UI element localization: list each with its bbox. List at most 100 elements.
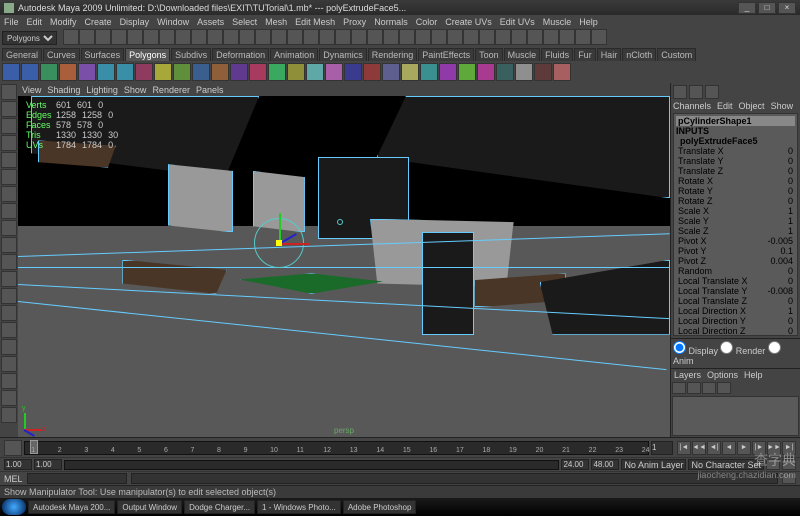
shelf-button[interactable] bbox=[439, 63, 457, 81]
menu-create-uvs[interactable]: Create UVs bbox=[445, 17, 492, 27]
layer-btn[interactable] bbox=[687, 382, 701, 394]
script-editor-button[interactable] bbox=[782, 473, 796, 484]
shelf-tab-hair[interactable]: Hair bbox=[597, 48, 622, 61]
vp-menu-renderer[interactable]: Renderer bbox=[152, 85, 190, 95]
close-button[interactable]: × bbox=[778, 2, 796, 14]
channel-menu-show[interactable]: Show bbox=[771, 101, 794, 111]
prev-key-button[interactable]: ◄| bbox=[707, 441, 721, 455]
menu-normals[interactable]: Normals bbox=[374, 17, 408, 27]
shelf-tab-fur[interactable]: Fur bbox=[574, 48, 596, 61]
module-dropdown[interactable]: Polygons bbox=[2, 31, 57, 45]
tool-button[interactable] bbox=[287, 29, 303, 45]
shelf-button[interactable] bbox=[211, 63, 229, 81]
layer-menu-help[interactable]: Help bbox=[744, 370, 763, 380]
menu-window[interactable]: Window bbox=[157, 17, 189, 27]
shelf-button[interactable] bbox=[173, 63, 191, 81]
layer-menu-layers[interactable]: Layers bbox=[674, 370, 701, 380]
attr-row[interactable]: Rotate X0 bbox=[676, 176, 795, 186]
shelf-button[interactable] bbox=[344, 63, 362, 81]
node-name[interactable]: polyExtrudeFace5 bbox=[676, 136, 795, 146]
shelf-tab-rendering[interactable]: Rendering bbox=[368, 48, 418, 61]
menu-help[interactable]: Help bbox=[579, 17, 598, 27]
shelf-tab-fluids[interactable]: Fluids bbox=[541, 48, 573, 61]
tool-button[interactable] bbox=[415, 29, 431, 45]
vp-menu-view[interactable]: View bbox=[22, 85, 41, 95]
toolbox-button[interactable] bbox=[1, 186, 17, 202]
channel-menu-edit[interactable]: Edit bbox=[717, 101, 733, 111]
toolbox-button[interactable] bbox=[1, 339, 17, 355]
menu-edit-uvs[interactable]: Edit UVs bbox=[500, 17, 535, 27]
range-end-out[interactable] bbox=[591, 459, 619, 470]
vp-menu-show[interactable]: Show bbox=[124, 85, 147, 95]
shelf-button[interactable] bbox=[287, 63, 305, 81]
tool-button[interactable] bbox=[79, 29, 95, 45]
taskbar-item[interactable]: Dodge Charger... bbox=[184, 500, 255, 514]
shelf-button[interactable] bbox=[116, 63, 134, 81]
play-back-button[interactable]: ◄ bbox=[722, 441, 736, 455]
toolbox-button[interactable] bbox=[1, 237, 17, 253]
attr-row[interactable]: Local Translate Z0 bbox=[676, 296, 795, 306]
attr-row[interactable]: Random0 bbox=[676, 266, 795, 276]
tool-button[interactable] bbox=[351, 29, 367, 45]
menu-assets[interactable]: Assets bbox=[197, 17, 224, 27]
shelf-tab-general[interactable]: General bbox=[2, 48, 42, 61]
attr-row[interactable]: Local Direction Z0 bbox=[676, 326, 795, 336]
current-frame-field[interactable] bbox=[651, 441, 673, 455]
attr-row[interactable]: Scale Y1 bbox=[676, 216, 795, 226]
shelf-tab-ncloth[interactable]: nCloth bbox=[622, 48, 656, 61]
tool-button[interactable] bbox=[511, 29, 527, 45]
play-button[interactable]: ► bbox=[737, 441, 751, 455]
channel-menu-object[interactable]: Object bbox=[739, 101, 765, 111]
toolbox-button[interactable] bbox=[1, 101, 17, 117]
axis-x[interactable] bbox=[279, 243, 309, 245]
toolbox-button[interactable] bbox=[1, 373, 17, 389]
step-back-button[interactable]: ◄◄ bbox=[692, 441, 706, 455]
tool-button[interactable] bbox=[383, 29, 399, 45]
time-slider[interactable]: 123456789101112131415161718192021222324 … bbox=[0, 437, 800, 457]
display-radio-display[interactable]: Display bbox=[673, 346, 718, 356]
step-fwd-button[interactable]: ►► bbox=[767, 441, 781, 455]
minimize-button[interactable]: _ bbox=[738, 2, 756, 14]
tool-button[interactable] bbox=[479, 29, 495, 45]
attr-row[interactable]: Rotate Y0 bbox=[676, 186, 795, 196]
tool-button[interactable] bbox=[335, 29, 351, 45]
tool-button[interactable] bbox=[575, 29, 591, 45]
tool-button[interactable] bbox=[95, 29, 111, 45]
shelf-tab-subdivs[interactable]: Subdivs bbox=[171, 48, 211, 61]
layer-btn[interactable] bbox=[702, 382, 716, 394]
vp-menu-lighting[interactable]: Lighting bbox=[86, 85, 118, 95]
shelf-button[interactable] bbox=[363, 63, 381, 81]
shelf-button[interactable] bbox=[59, 63, 77, 81]
attr-row[interactable]: Rotate Z0 bbox=[676, 196, 795, 206]
shelf-button[interactable] bbox=[78, 63, 96, 81]
shelf-tab-dynamics[interactable]: Dynamics bbox=[319, 48, 367, 61]
shelf-button[interactable] bbox=[420, 63, 438, 81]
taskbar-item[interactable]: Output Window bbox=[117, 500, 182, 514]
attr-row[interactable]: Local Direction X1 bbox=[676, 306, 795, 316]
shelf-button[interactable] bbox=[249, 63, 267, 81]
tool-button[interactable] bbox=[543, 29, 559, 45]
attr-row[interactable]: Pivot Y0.1 bbox=[676, 246, 795, 256]
shelf-button[interactable] bbox=[97, 63, 115, 81]
menu-edit-mesh[interactable]: Edit Mesh bbox=[295, 17, 335, 27]
menu-create[interactable]: Create bbox=[85, 17, 112, 27]
menu-modify[interactable]: Modify bbox=[50, 17, 77, 27]
toolbox-button[interactable] bbox=[1, 271, 17, 287]
toolbox-button[interactable] bbox=[1, 220, 17, 236]
range-track[interactable] bbox=[64, 460, 559, 470]
anim-layer-dropdown[interactable]: No Anim Layer bbox=[621, 459, 686, 470]
range-start-in[interactable] bbox=[34, 459, 62, 470]
tool-button[interactable] bbox=[367, 29, 383, 45]
time-track[interactable]: 123456789101112131415161718192021222324 bbox=[24, 441, 649, 455]
vp-menu-panels[interactable]: Panels bbox=[196, 85, 224, 95]
tool-button[interactable] bbox=[319, 29, 335, 45]
shelf-button[interactable] bbox=[477, 63, 495, 81]
channel-btn[interactable] bbox=[689, 85, 703, 99]
start-button[interactable] bbox=[2, 499, 26, 515]
attr-row[interactable]: Translate Z0 bbox=[676, 166, 795, 176]
anim-prefs-button[interactable] bbox=[4, 440, 22, 456]
attr-row[interactable]: Pivot X-0.005 bbox=[676, 236, 795, 246]
shelf-button[interactable] bbox=[534, 63, 552, 81]
shelf-button[interactable] bbox=[325, 63, 343, 81]
menu-mesh[interactable]: Mesh bbox=[265, 17, 287, 27]
